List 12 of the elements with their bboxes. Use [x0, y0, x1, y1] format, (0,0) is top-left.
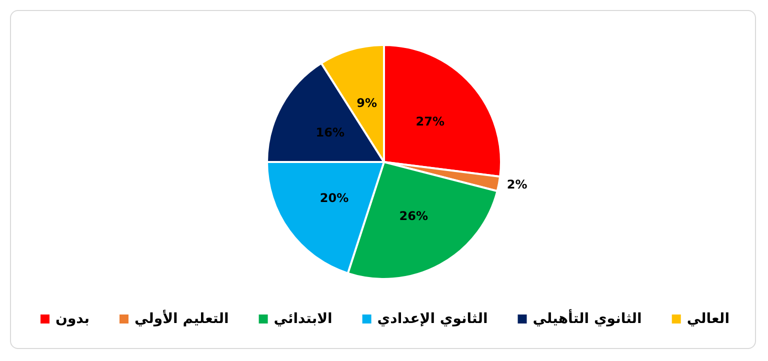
- data-label: 16%: [316, 125, 344, 140]
- legend-label: التعليم الأولي: [134, 309, 229, 327]
- legend-label: الثانوي الإعدادي: [377, 311, 488, 327]
- legend-label: الابتدائي: [274, 311, 332, 327]
- legend-label: الثانوي التأهيلي: [532, 309, 642, 327]
- legend-label: بدون: [56, 311, 90, 327]
- data-label: 9%: [356, 96, 378, 110]
- data-label: 20%: [320, 191, 349, 206]
- data-label: 26%: [399, 208, 428, 223]
- legend-label: العالي: [686, 311, 730, 327]
- data-label: 27%: [416, 114, 444, 128]
- data-label: 2%: [506, 178, 528, 192]
